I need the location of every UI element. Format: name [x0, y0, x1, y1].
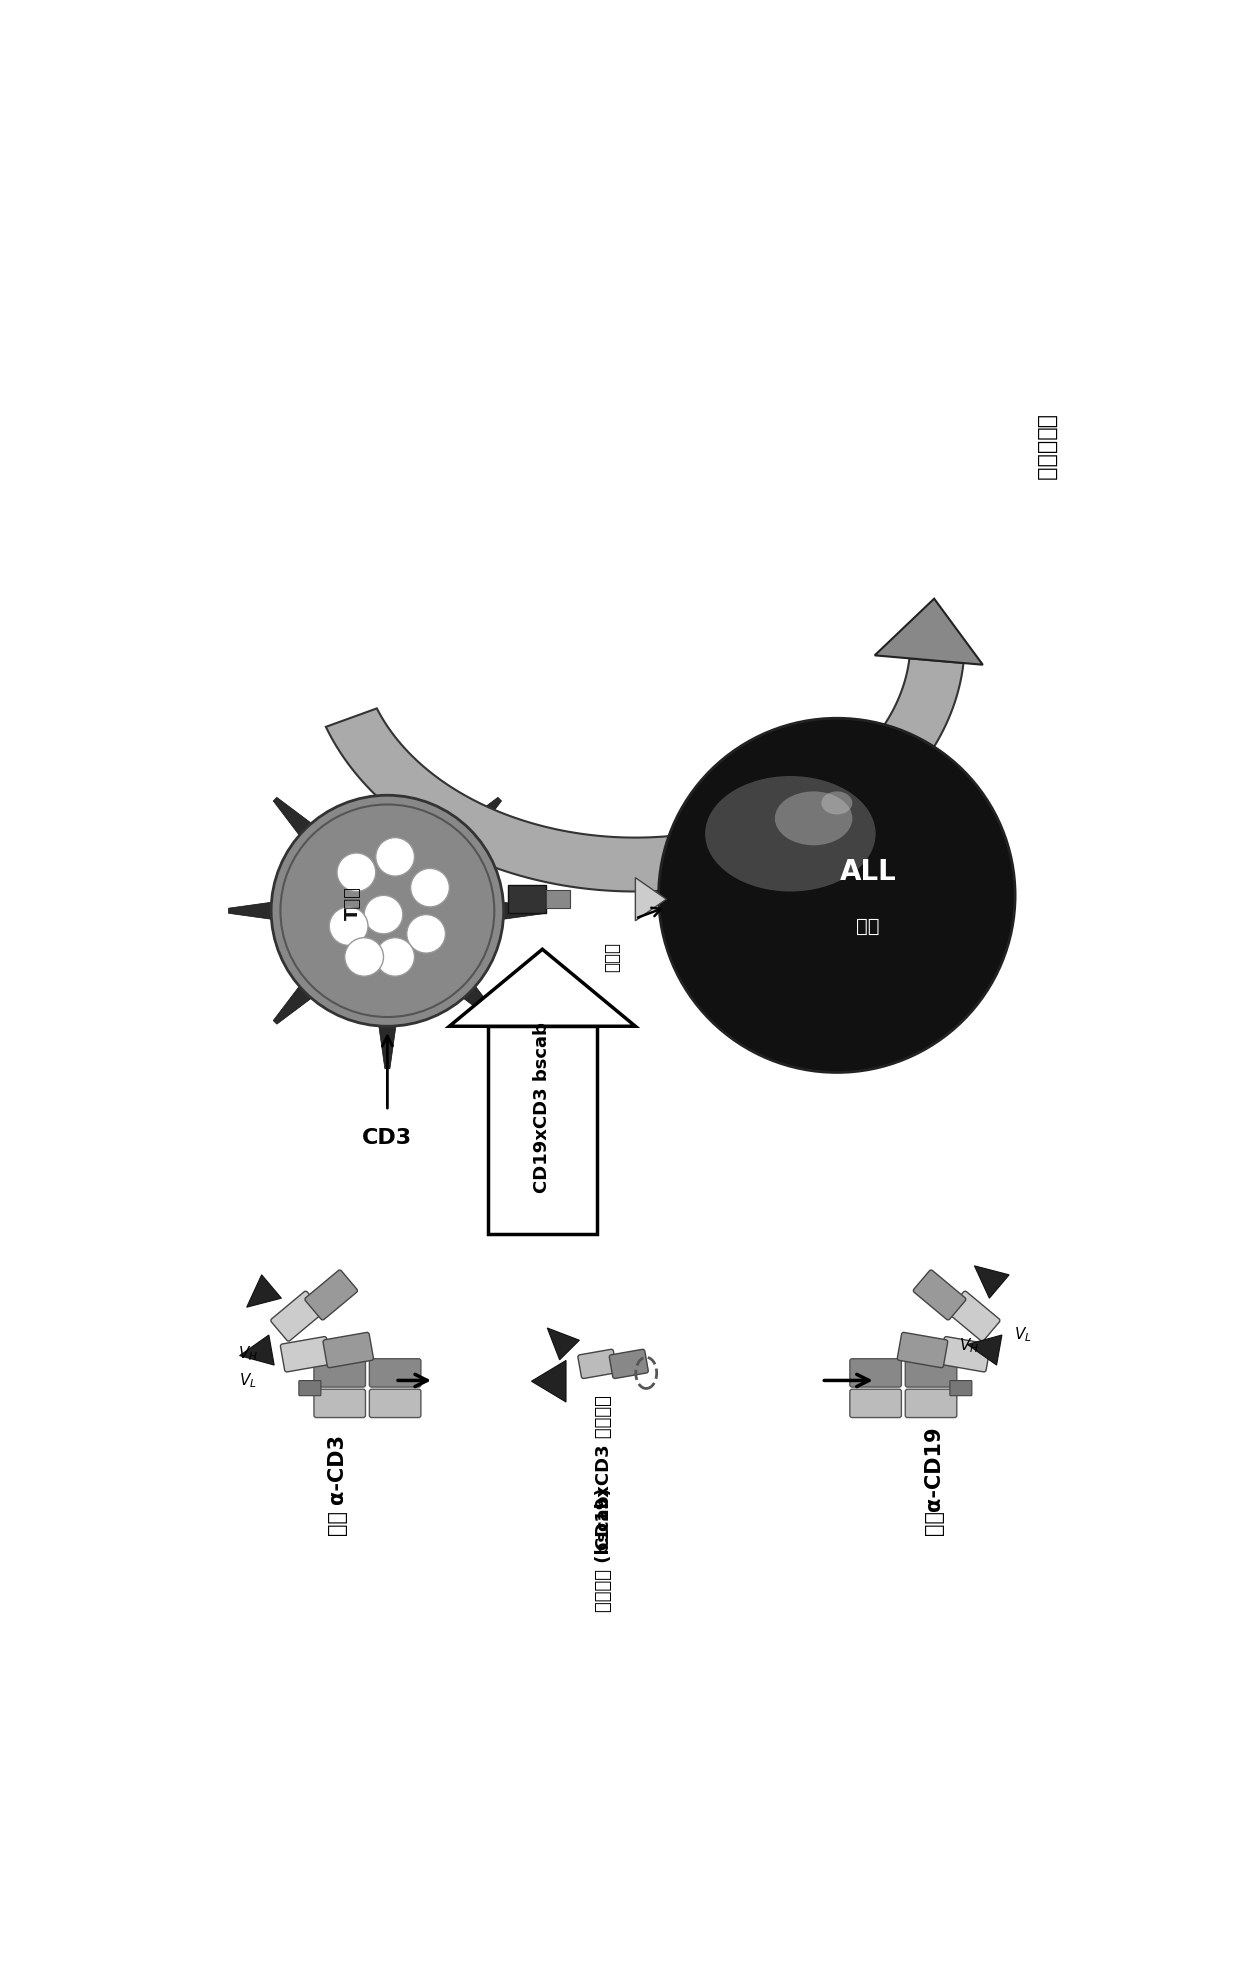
Text: 抗体: 抗体: [327, 1511, 347, 1535]
Text: 抗体: 抗体: [924, 1511, 944, 1535]
Polygon shape: [274, 986, 311, 1025]
Polygon shape: [326, 658, 964, 891]
Circle shape: [410, 869, 450, 907]
Text: $V_H$: $V_H$: [959, 1337, 979, 1355]
Polygon shape: [228, 903, 271, 918]
Text: 单链抗体 (bscab): 单链抗体 (bscab): [596, 1487, 613, 1612]
Polygon shape: [968, 1335, 1002, 1365]
Text: α-CD19: α-CD19: [924, 1426, 944, 1511]
Text: CD3: CD3: [362, 1128, 413, 1147]
Circle shape: [406, 914, 446, 954]
FancyBboxPatch shape: [305, 1270, 358, 1319]
FancyBboxPatch shape: [897, 1333, 948, 1369]
FancyBboxPatch shape: [280, 1337, 331, 1373]
FancyBboxPatch shape: [577, 1349, 617, 1379]
Text: CD19xCD3 bscab: CD19xCD3 bscab: [533, 1021, 551, 1193]
FancyBboxPatch shape: [508, 885, 546, 912]
Polygon shape: [463, 798, 502, 835]
Circle shape: [375, 938, 415, 976]
FancyBboxPatch shape: [850, 1388, 902, 1418]
FancyBboxPatch shape: [271, 1292, 323, 1341]
FancyBboxPatch shape: [948, 1292, 1000, 1341]
Polygon shape: [239, 1335, 274, 1365]
Text: 细胞: 细胞: [856, 916, 880, 936]
Polygon shape: [636, 877, 667, 920]
Text: $V_L$: $V_L$: [1014, 1325, 1032, 1343]
Polygon shape: [247, 1274, 281, 1307]
FancyBboxPatch shape: [906, 1359, 957, 1386]
FancyBboxPatch shape: [950, 1381, 971, 1396]
FancyBboxPatch shape: [299, 1381, 321, 1396]
Ellipse shape: [705, 776, 876, 891]
Text: $V_L$: $V_L$: [239, 1371, 256, 1390]
Circle shape: [337, 853, 375, 891]
Polygon shape: [548, 1327, 580, 1361]
Text: 重定向裂解: 重定向裂解: [1036, 415, 1056, 482]
Polygon shape: [974, 1266, 1009, 1298]
Text: ALL: ALL: [840, 859, 896, 887]
FancyBboxPatch shape: [913, 1270, 966, 1319]
FancyBboxPatch shape: [369, 1359, 421, 1386]
Polygon shape: [379, 752, 396, 796]
Polygon shape: [379, 1027, 396, 1068]
FancyBboxPatch shape: [940, 1337, 990, 1373]
Text: 靶抗原: 靶抗原: [603, 942, 621, 972]
FancyBboxPatch shape: [313, 1388, 366, 1418]
FancyBboxPatch shape: [850, 1359, 902, 1386]
Circle shape: [271, 796, 503, 1027]
Circle shape: [344, 938, 384, 976]
Polygon shape: [875, 598, 983, 666]
Text: α-CD3: α-CD3: [327, 1434, 347, 1505]
FancyBboxPatch shape: [906, 1388, 957, 1418]
Circle shape: [375, 837, 415, 877]
FancyBboxPatch shape: [610, 1349, 648, 1379]
FancyBboxPatch shape: [488, 1027, 597, 1234]
Polygon shape: [532, 1361, 566, 1402]
Text: CD19xCD3 双特异性: CD19xCD3 双特异性: [596, 1396, 613, 1550]
Circle shape: [659, 719, 1015, 1072]
Text: T细胞: T细胞: [343, 887, 362, 920]
Ellipse shape: [774, 792, 852, 845]
Circle shape: [330, 907, 368, 946]
FancyBboxPatch shape: [313, 1359, 366, 1386]
FancyBboxPatch shape: [323, 1333, 373, 1369]
Polygon shape: [450, 950, 636, 1027]
Text: $V_H$: $V_H$: [238, 1345, 258, 1363]
Polygon shape: [274, 798, 311, 835]
Polygon shape: [463, 986, 502, 1025]
Circle shape: [364, 895, 403, 934]
Polygon shape: [503, 903, 546, 918]
Ellipse shape: [821, 792, 852, 814]
FancyBboxPatch shape: [546, 891, 570, 908]
FancyBboxPatch shape: [369, 1388, 421, 1418]
